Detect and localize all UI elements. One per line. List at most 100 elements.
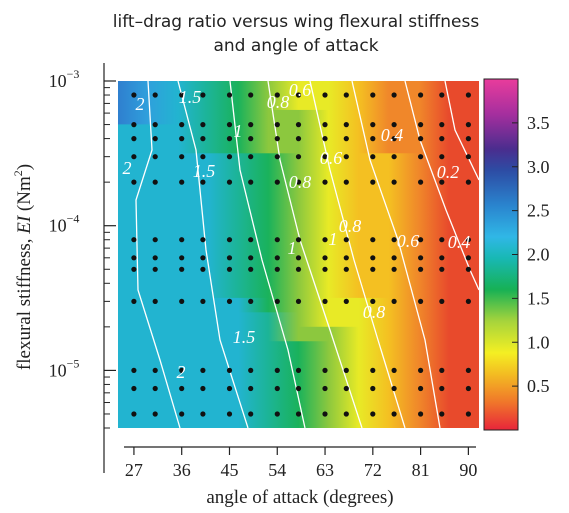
sample-point [439, 179, 445, 185]
sample-point [465, 298, 471, 304]
sample-point [322, 255, 328, 261]
heatmap-row [118, 283, 479, 299]
heatmap-row [118, 153, 479, 169]
sample-point [274, 122, 280, 128]
heatmap-row [118, 399, 479, 415]
sample-point [248, 255, 254, 261]
heatmap-row [118, 138, 479, 155]
sample-point [248, 154, 254, 160]
sample-point [418, 179, 424, 185]
sample-point [274, 385, 280, 392]
contour-label: 1 [234, 121, 243, 141]
sample-point [179, 237, 185, 243]
sample-point [418, 237, 424, 243]
sample-point [179, 367, 185, 373]
sample-point [152, 136, 158, 142]
heatmap-row [118, 109, 479, 126]
sample-point [465, 92, 471, 98]
sample-point [274, 255, 280, 261]
sample-point [370, 367, 376, 373]
sample-point [391, 385, 397, 392]
sample-point [226, 367, 233, 373]
heatmap-row [118, 211, 479, 227]
contour-label: 1.5 [193, 161, 216, 181]
sample-point [200, 237, 206, 243]
sample-point [439, 411, 445, 417]
contour-labels: 2 1.5 1.5 2 0.8 0.6 0.4 0.8 1 0.8 0.6 0.… [123, 81, 471, 382]
sample-point [248, 92, 254, 98]
sample-point [200, 154, 206, 160]
contour-label: 0.8 [363, 302, 386, 322]
y-axis-label-symbol: EI [14, 214, 35, 235]
sample-point [248, 136, 254, 142]
sample-point [274, 136, 280, 142]
sample-point [152, 411, 158, 417]
sample-point [391, 179, 397, 185]
sample-point [226, 237, 233, 243]
sample-point [391, 266, 397, 272]
sample-point [274, 237, 280, 243]
y-tick-base: 10 [49, 216, 67, 236]
contour-line [444, 81, 479, 181]
colorbar-tick-label: 2.0 [527, 245, 550, 265]
heatmap-row [118, 355, 479, 372]
sample-point [200, 136, 206, 142]
sample-point [322, 298, 328, 304]
sample-point [152, 367, 158, 373]
contour-label: 0.6 [320, 148, 343, 168]
x-tick-label: 63 [316, 460, 334, 480]
sample-point [343, 237, 349, 243]
sample-point [152, 385, 158, 392]
sample-point [274, 298, 280, 304]
sample-point [439, 122, 445, 128]
contour-label: 0.6 [397, 231, 420, 251]
sample-point [179, 154, 185, 160]
sample-point [322, 179, 328, 185]
y-tick-base: 10 [49, 71, 67, 91]
y-axis-label-main: flexural stiffness, [14, 234, 35, 370]
sample-point [418, 367, 424, 373]
sample-point [200, 367, 206, 373]
sample-point [179, 122, 185, 128]
sample-point [295, 411, 302, 417]
sample-point [295, 385, 302, 392]
sample-point [322, 266, 328, 272]
contour-line [229, 81, 306, 428]
sample-point [131, 367, 137, 373]
heatmap-row [118, 196, 479, 213]
x-tick-label: 81 [412, 460, 430, 480]
sample-point [179, 411, 185, 417]
sample-point [226, 298, 233, 304]
heatmap-row [118, 182, 479, 198]
sample-point [439, 136, 445, 142]
sample-point [322, 92, 328, 98]
contour-label: 0.8 [267, 92, 290, 112]
sample-point [418, 122, 424, 128]
sample-point [391, 411, 397, 417]
sample-point [274, 411, 280, 417]
sample-point [131, 136, 137, 142]
y-tick-label: 10−4 [49, 212, 80, 236]
sample-point [295, 154, 302, 160]
colorbar-tick-label: 0.5 [527, 376, 550, 396]
heatmap-row [118, 167, 479, 184]
sample-point [418, 92, 424, 98]
sample-point [439, 298, 445, 304]
sample-point [152, 298, 158, 304]
sample-point [322, 136, 328, 142]
sample-point [465, 367, 471, 373]
x-tick-label: 72 [364, 460, 382, 480]
colorbar-ticks: 0.5 1.0 1.5 2.0 2.5 3.0 3.5 [512, 113, 550, 396]
sample-point [465, 122, 471, 128]
contour-label: 0.4 [381, 125, 404, 145]
heatmap-row [118, 341, 479, 357]
contour-label: 1 [329, 229, 338, 249]
sample-point [391, 122, 397, 128]
sample-point [179, 266, 185, 272]
y-axis-label-close: ) [14, 164, 35, 170]
sample-point [274, 179, 280, 185]
sample-point [226, 385, 233, 392]
heatmap-row [118, 240, 479, 256]
sample-point [465, 136, 471, 142]
colorbar-tick-label: 1.5 [527, 288, 550, 308]
